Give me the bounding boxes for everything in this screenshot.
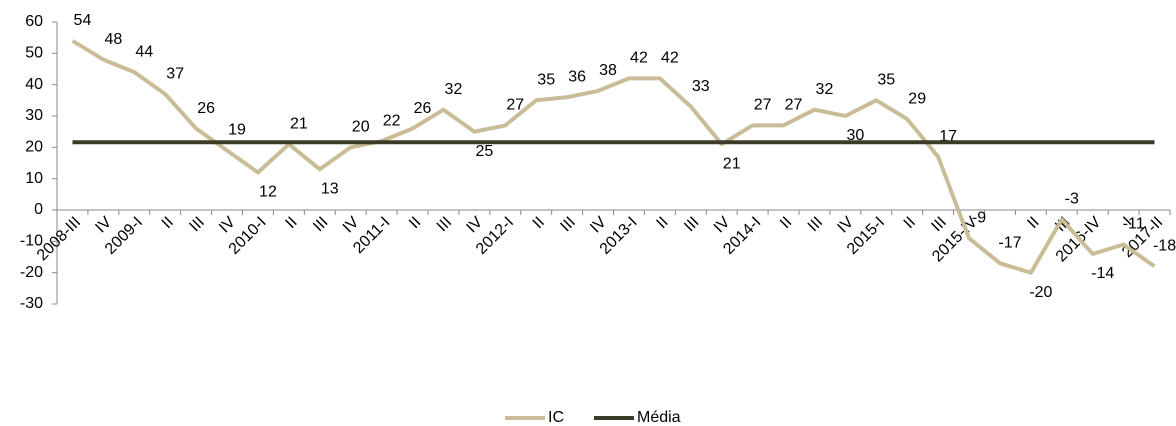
- x-tick-label: III: [186, 214, 207, 235]
- data-label: -20: [1029, 284, 1052, 301]
- x-tick-label: IV: [216, 214, 239, 237]
- data-label: -9: [972, 209, 986, 226]
- data-label: 26: [414, 100, 432, 117]
- data-label: 37: [166, 65, 184, 82]
- y-tick-label: 30: [25, 107, 43, 124]
- x-tick-label: III: [681, 214, 702, 235]
- data-label: 33: [692, 78, 710, 95]
- data-label: 13: [321, 180, 339, 197]
- y-tick-label: -10: [20, 233, 43, 250]
- x-tick-label: II: [777, 214, 795, 232]
- x-tick-label: II: [901, 214, 919, 232]
- x-tick-label: IV: [834, 214, 857, 237]
- series-line: [71, 39, 1156, 275]
- x-tick-label: II: [282, 214, 300, 232]
- data-label: -17: [998, 234, 1021, 251]
- data-label: 44: [135, 43, 153, 60]
- data-label: 38: [599, 62, 617, 79]
- data-label: 20: [352, 119, 370, 136]
- data-label: 42: [661, 50, 679, 67]
- data-label: 48: [104, 31, 122, 48]
- data-label: 35: [877, 72, 895, 89]
- y-tick-label: 10: [25, 170, 43, 187]
- x-tick-label: III: [310, 214, 331, 235]
- legend-label: Média: [637, 409, 681, 426]
- x-tick-label: III: [928, 214, 949, 235]
- y-tick-label: 40: [25, 76, 43, 93]
- data-label: 32: [816, 81, 834, 98]
- data-label: 30: [846, 127, 864, 144]
- data-label: 36: [568, 68, 586, 85]
- data-label: 27: [754, 97, 772, 114]
- data-label: -3: [1065, 191, 1079, 208]
- data-label: 12: [259, 184, 277, 201]
- x-tick-label: IV: [340, 214, 363, 237]
- data-label: 26: [197, 100, 215, 117]
- x-tick-label: IV: [463, 214, 486, 237]
- data-label: 22: [383, 112, 401, 129]
- x-tick-label: II: [159, 214, 177, 232]
- data-label: 29: [908, 90, 926, 107]
- legend-label: IC: [548, 409, 564, 426]
- data-label: 25: [475, 143, 493, 160]
- x-tick-label: IV: [587, 214, 610, 237]
- data-label: 21: [290, 115, 308, 132]
- x-tick-label: II: [530, 214, 548, 232]
- data-label: 21: [723, 155, 741, 172]
- data-label: 54: [74, 12, 92, 29]
- y-tick-label: 0: [34, 201, 43, 218]
- data-label: 32: [445, 81, 463, 98]
- y-tick-label: 20: [25, 139, 43, 156]
- x-tick-label: IV: [711, 214, 734, 237]
- x-tick-label: III: [434, 214, 455, 235]
- x-tick-label: IV: [92, 214, 115, 237]
- x-tick-label: III: [557, 214, 578, 235]
- x-tick-label: II: [406, 214, 424, 232]
- y-tick-label: -20: [20, 264, 43, 281]
- y-tick-label: 50: [25, 45, 43, 62]
- data-label: 27: [785, 97, 803, 114]
- x-tick-label: II: [1024, 214, 1042, 232]
- x-tick-label: II: [653, 214, 671, 232]
- y-tick-label: -30: [20, 295, 43, 312]
- y-tick-label: 60: [25, 13, 43, 30]
- data-label: 42: [630, 50, 648, 67]
- x-tick-label: III: [805, 214, 826, 235]
- data-label: -11: [1123, 216, 1145, 233]
- data-label: 35: [537, 72, 555, 89]
- data-label: -18: [1153, 238, 1176, 255]
- data-label: 19: [228, 122, 246, 139]
- data-label: -14: [1091, 265, 1114, 282]
- data-label: 27: [506, 97, 524, 114]
